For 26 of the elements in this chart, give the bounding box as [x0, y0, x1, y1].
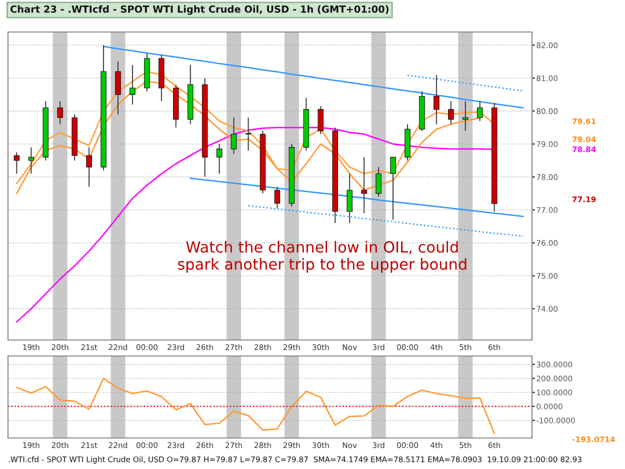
candlestick [477, 100, 483, 122]
candlestick [448, 100, 454, 125]
candlestick [318, 106, 324, 135]
candlestick [57, 100, 63, 125]
candlestick [28, 146, 34, 174]
candlestick [216, 144, 222, 174]
candlestick [130, 64, 136, 105]
candlestick [86, 146, 92, 188]
annotation: Watch the channel low in OIL, could spark another trip to the upper bound [178, 240, 466, 273]
candlestick [230, 117, 237, 154]
candlestick [14, 152, 20, 174]
line-series [406, 74, 524, 92]
candlestick [376, 166, 382, 198]
candlestick [434, 74, 440, 125]
chart-title: Chart 23 - .WTIcfd - SPOT WTI Light Crude Oil, USD - 1h (GMT+01:00) [10, 5, 388, 15]
line-series [102, 46, 524, 108]
line-series [190, 178, 524, 218]
candlestick [245, 117, 252, 152]
candlestick [274, 186, 280, 209]
candlestick [115, 61, 121, 115]
candlestick [361, 156, 367, 214]
line-series [248, 204, 524, 237]
candlestick [462, 100, 468, 132]
candlestick [346, 173, 352, 224]
candlestick [390, 156, 396, 220]
line-series [16, 378, 496, 434]
